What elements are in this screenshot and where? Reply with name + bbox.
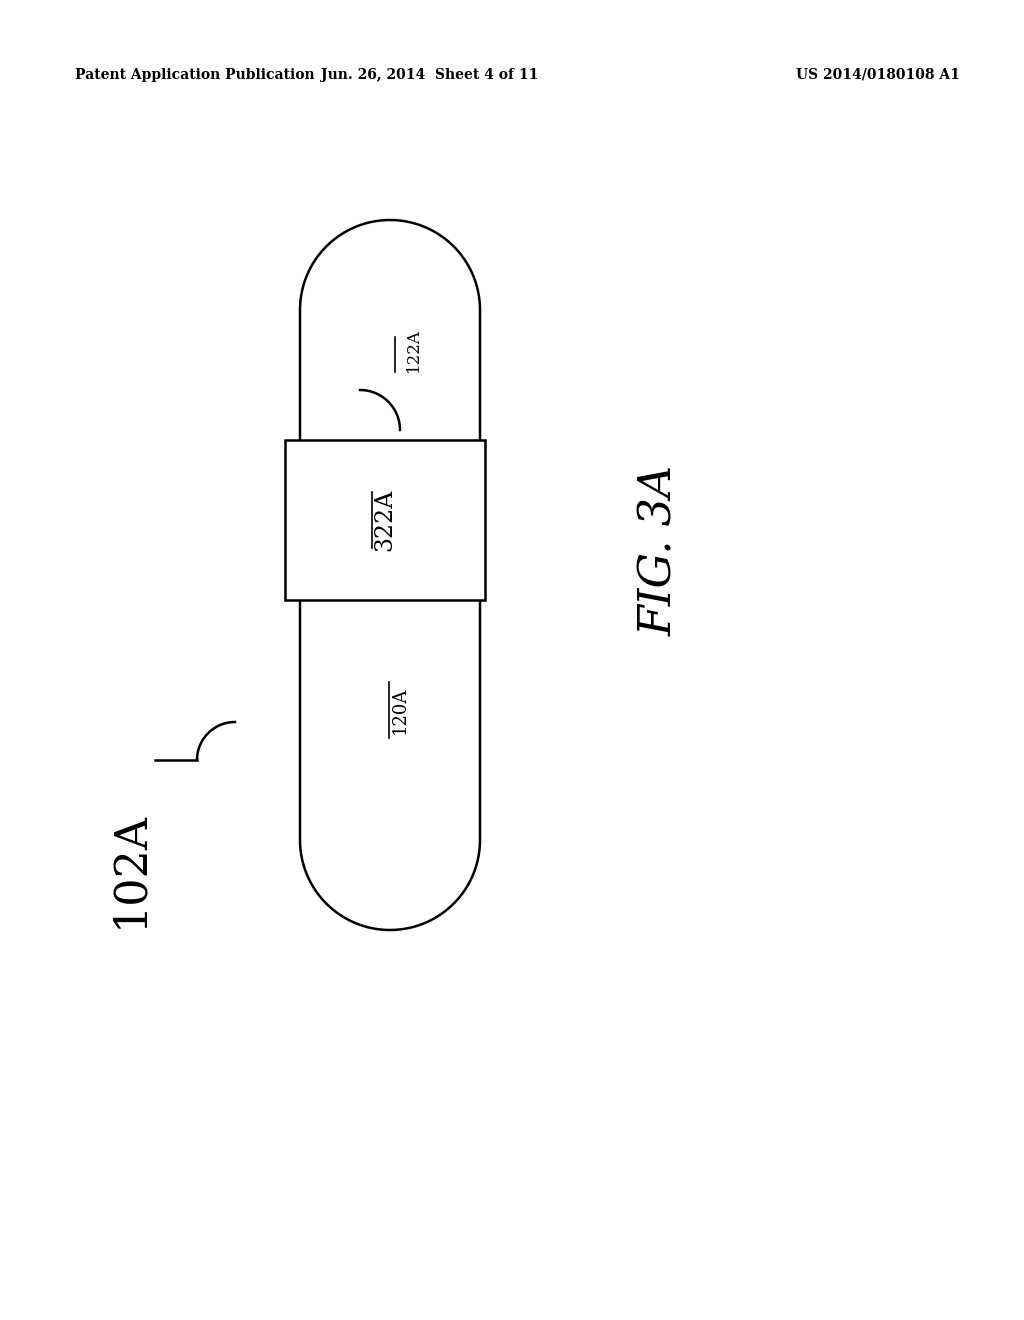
Text: 120A: 120A	[391, 686, 409, 734]
Text: Patent Application Publication: Patent Application Publication	[75, 69, 314, 82]
Text: US 2014/0180108 A1: US 2014/0180108 A1	[796, 69, 961, 82]
PathPatch shape	[300, 220, 480, 931]
Text: 322A: 322A	[374, 488, 396, 552]
Text: 122A: 122A	[406, 329, 422, 372]
Text: 102A: 102A	[109, 812, 152, 928]
Text: FIG. 3A: FIG. 3A	[638, 465, 682, 635]
Bar	[285, 440, 485, 601]
Text: Jun. 26, 2014  Sheet 4 of 11: Jun. 26, 2014 Sheet 4 of 11	[322, 69, 539, 82]
